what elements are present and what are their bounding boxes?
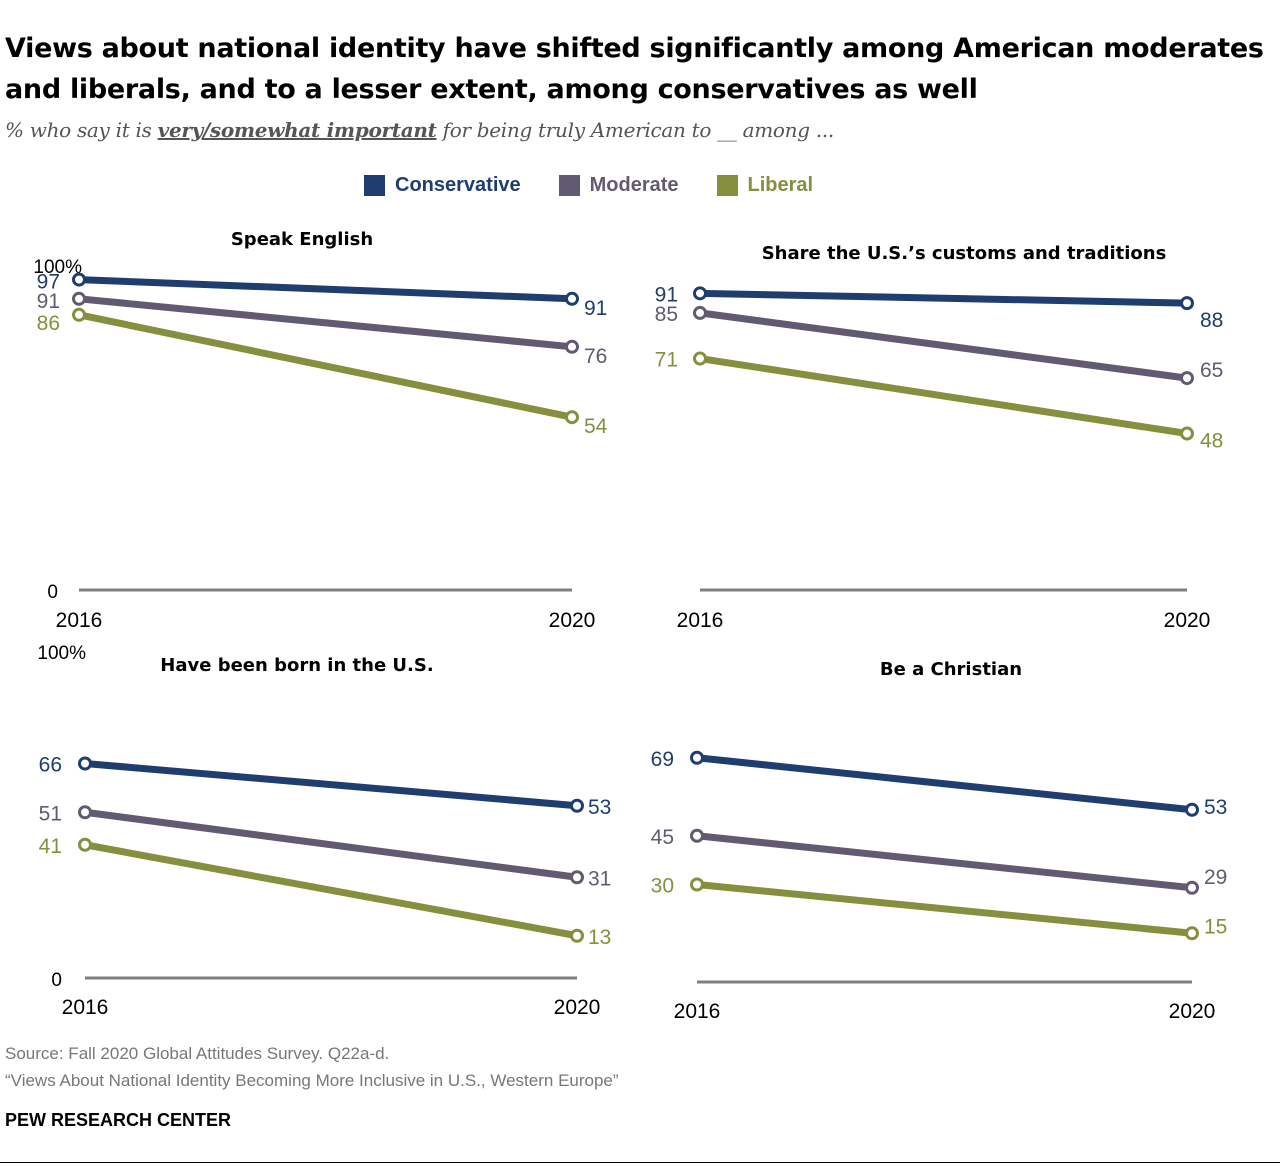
- chart-title: Views about national identity have shift…: [5, 33, 1264, 105]
- subtitle-suffix: for being truly American to __ among ...: [436, 118, 835, 142]
- panel-1-point-moderate-2020: [565, 339, 579, 354]
- panel-3-label-conservative-2016: 66: [39, 754, 62, 777]
- panel-2-point-moderate-2016: [693, 305, 707, 320]
- chart-subtitle: % who say it is very/somewhat important …: [5, 118, 834, 142]
- panel-3-label-moderate-2016: 51: [39, 802, 62, 825]
- panel-4-line-liberal: [693, 881, 1196, 937]
- panel-1-point-conservative-2016: [72, 272, 86, 287]
- panel-4-point-liberal-2016: [690, 877, 704, 892]
- panel-4-label-conservative-2020: 53: [1204, 796, 1227, 819]
- panel-2-point-moderate-2020: [1180, 371, 1194, 386]
- panel-4-label-moderate-2016: 45: [651, 826, 674, 849]
- panel-1-point-moderate-2016: [72, 291, 86, 306]
- panel-3-y-tick-top: 100%: [37, 643, 86, 664]
- panel-3-point-moderate-2016: [78, 805, 92, 820]
- panel-3-label-liberal-2016: 41: [39, 835, 62, 858]
- panel-2-label-liberal-2016: 71: [655, 349, 678, 372]
- panel-3-point-conservative-2020: [570, 798, 584, 813]
- legend-swatch-moderate: [558, 175, 580, 196]
- panel-1-label-moderate-2016: 91: [37, 290, 60, 313]
- panel-1-point-liberal-2020: [565, 410, 579, 425]
- legend-item-moderate: Moderate: [558, 174, 679, 197]
- panel-2-label-moderate-2020: 65: [1200, 359, 1223, 382]
- panel-4-x-tick-2020: 2020: [1169, 1000, 1216, 1023]
- panel-4-label-liberal-2020: 15: [1204, 915, 1227, 938]
- panel-1-line-moderate: [75, 295, 576, 351]
- panel-4-label-conservative-2016: 69: [651, 748, 674, 771]
- subtitle-emphasis: very/somewhat important: [157, 118, 437, 142]
- panel-2-point-conservative-2016: [693, 286, 707, 301]
- panel-1-label-liberal-2020: 54: [584, 415, 608, 438]
- panel-4-title: Be a Christian: [880, 659, 1022, 680]
- panel-2-x-tick-2016: 2016: [677, 609, 724, 632]
- panel-2-label-liberal-2020: 48: [1200, 430, 1223, 453]
- panel-3-line-moderate: [81, 808, 581, 881]
- panel-2-x-tick-2020: 2020: [1164, 609, 1211, 632]
- panel-3-point-liberal-2016: [78, 837, 92, 852]
- report-title-note: “Views About National Identity Becoming …: [5, 1071, 619, 1090]
- panel-3-point-moderate-2020: [570, 870, 584, 885]
- panel-3-line-liberal: [81, 841, 581, 940]
- panel-4-line-moderate: [693, 832, 1196, 892]
- legend: Conservative Moderate Liberal: [364, 174, 813, 197]
- panel-3-label-liberal-2020: 13: [588, 926, 611, 949]
- panel-4-point-liberal-2020: [1185, 926, 1199, 941]
- panel-4-point-moderate-2016: [690, 828, 704, 843]
- panel-3-y-tick-zero: 0: [51, 970, 62, 991]
- panel-4-label-liberal-2016: 30: [651, 875, 674, 898]
- panel-2-label-conservative-2020: 88: [1200, 309, 1223, 332]
- panel-1-point-conservative-2020: [565, 291, 579, 306]
- panel-2-line-conservative: [696, 289, 1191, 307]
- legend-label-liberal: Liberal: [747, 174, 814, 196]
- panel-2-point-conservative-2020: [1180, 296, 1194, 311]
- panel-4-point-conservative-2020: [1185, 802, 1199, 817]
- panel-1-label-moderate-2020: 76: [584, 345, 607, 368]
- panel-1-y-tick-zero: 0: [47, 582, 58, 603]
- panel-1-label-liberal-2016: 86: [37, 312, 60, 335]
- panel-2-title: Share the U.S.’s customs and traditions: [762, 243, 1167, 264]
- source-note: Source: Fall 2020 Global Attitudes Surve…: [5, 1044, 390, 1063]
- panel-1-point-liberal-2016: [72, 307, 86, 322]
- panel-1-x-tick-2020: 2020: [549, 609, 596, 632]
- panel-3-line-conservative: [81, 760, 581, 810]
- panel-4-point-conservative-2016: [690, 750, 704, 765]
- panel-4-line-conservative: [693, 754, 1196, 814]
- panel-2-point-liberal-2016: [693, 351, 707, 366]
- bottom-rule: [0, 1162, 1280, 1163]
- panel-1-label-conservative-2020: 91: [584, 297, 607, 320]
- legend-label-moderate: Moderate: [589, 174, 679, 196]
- panel-2-point-liberal-2020: [1180, 426, 1194, 441]
- legend-swatch-liberal: [716, 175, 738, 196]
- legend-item-conservative: Conservative: [364, 174, 521, 197]
- legend-item-liberal: Liberal: [716, 174, 814, 197]
- panel-4-x-tick-2016: 2016: [674, 1000, 721, 1023]
- panel-1-y-tick-top: 100%: [33, 257, 82, 278]
- legend-label-conservative: Conservative: [395, 174, 521, 196]
- panel-2-line-liberal: [696, 355, 1191, 438]
- pew-brand: PEW RESEARCH CENTER: [5, 1110, 232, 1130]
- panel-3-label-conservative-2020: 53: [588, 796, 611, 819]
- panel-1-label-conservative-2016: 97: [37, 271, 60, 294]
- panel-4-label-moderate-2020: 29: [1204, 866, 1227, 889]
- panel-2-label-moderate-2016: 85: [655, 303, 678, 326]
- panel-2-label-conservative-2016: 91: [655, 283, 678, 306]
- panel-1-line-conservative: [75, 276, 576, 303]
- legend-swatch-conservative: [364, 175, 385, 196]
- panel-3-x-tick-2016: 2016: [62, 996, 109, 1019]
- panel-3-point-liberal-2020: [570, 928, 584, 943]
- panel-1-title: Speak English: [231, 229, 373, 250]
- panel-4-point-moderate-2020: [1185, 880, 1199, 895]
- panel-3-title: Have been born in the U.S.: [160, 655, 433, 676]
- panel-3-label-moderate-2020: 31: [588, 867, 611, 890]
- panel-1-x-tick-2016: 2016: [56, 609, 103, 632]
- panel-2-line-moderate: [696, 309, 1191, 382]
- subtitle-prefix: % who say it is: [5, 118, 158, 142]
- panel-1-line-liberal: [75, 311, 576, 421]
- panel-3-x-tick-2020: 2020: [554, 996, 601, 1019]
- panel-3-point-conservative-2016: [78, 756, 92, 771]
